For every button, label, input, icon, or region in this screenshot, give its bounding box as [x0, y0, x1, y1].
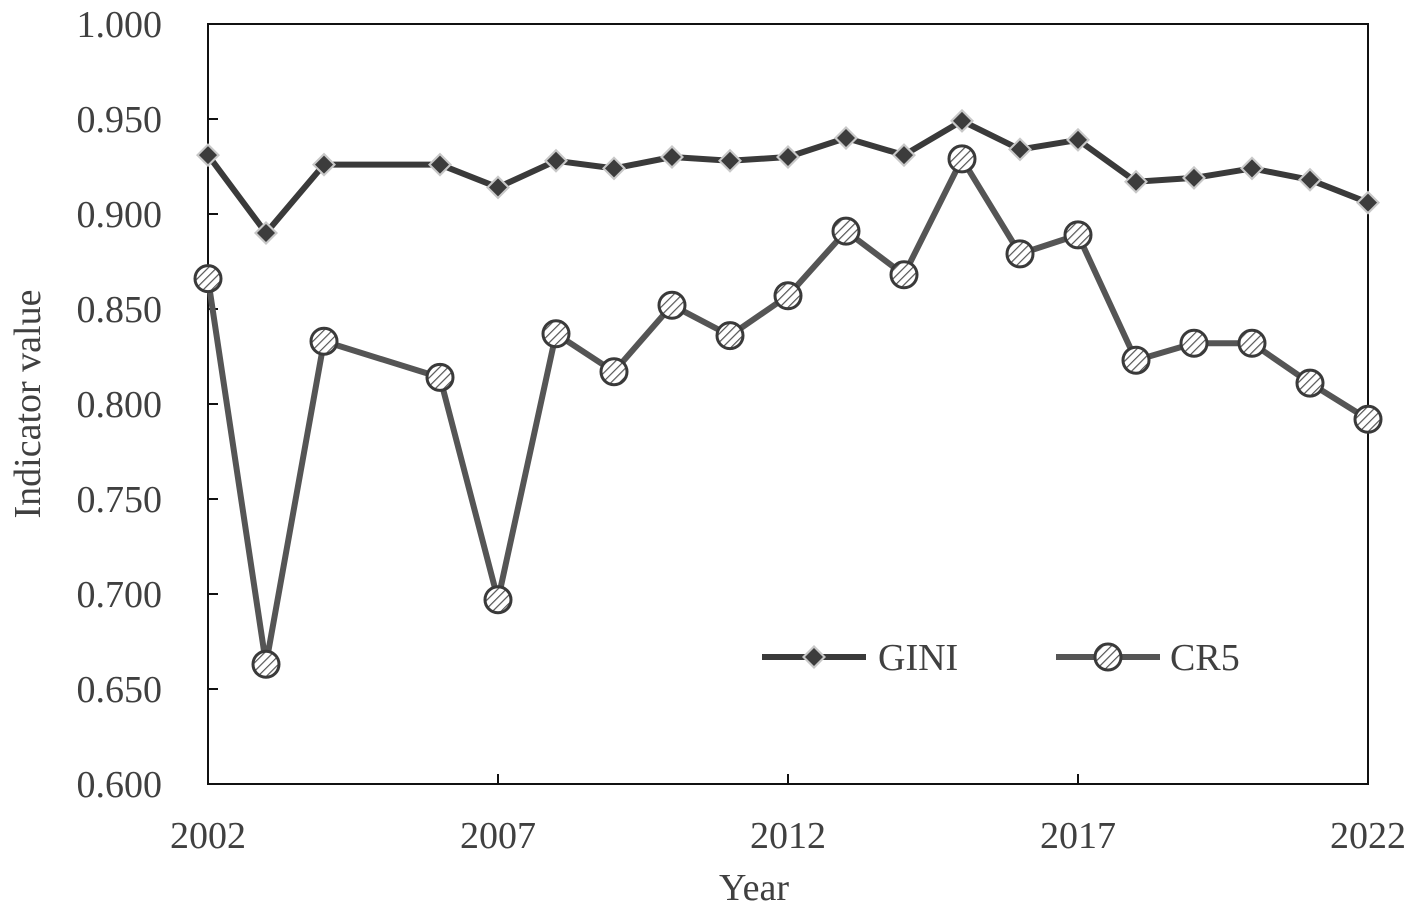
legend: GINI CR5	[762, 637, 1240, 679]
y-axis-title: Indicator value	[7, 290, 49, 519]
cr5-point	[889, 260, 919, 290]
y-tick-label: 0.700	[77, 574, 163, 616]
x-tick-label: 2012	[750, 815, 826, 857]
x-axis-title: Year	[719, 867, 789, 909]
gini-point	[428, 152, 452, 177]
cr5-point	[251, 649, 281, 679]
legend-marker-diamond	[802, 645, 826, 669]
gini-point	[544, 148, 568, 173]
gini-point	[196, 143, 220, 168]
y-tick-label: 0.950	[77, 99, 163, 141]
gini-point	[1240, 156, 1264, 181]
gini-point	[950, 108, 974, 133]
cr5-point	[309, 326, 339, 356]
y-tick-label: 0.600	[77, 764, 163, 806]
cr5-point	[599, 357, 629, 387]
cr5-point	[1063, 220, 1093, 250]
y-axis-ticks: 0.600 0.650 0.700 0.750 0.800 0.850 0.900 0.950…	[77, 4, 218, 806]
gini-point	[892, 143, 916, 168]
gini-point	[1124, 169, 1148, 194]
series-layer	[193, 108, 1383, 679]
cr5-point	[773, 281, 803, 311]
cr5-point	[715, 321, 745, 351]
gini-point	[312, 152, 336, 177]
legend-marker-circle	[1093, 642, 1123, 672]
y-tick-label: 0.800	[77, 384, 163, 426]
legend-label: CR5	[1170, 637, 1240, 679]
gini-point	[602, 156, 626, 181]
cr5-point	[483, 585, 513, 615]
gini-point	[718, 148, 742, 173]
x-axis-ticks: 2002 2007 2012 2017 2022	[170, 774, 1406, 857]
gini-point	[1008, 137, 1032, 162]
cr5-point	[1179, 328, 1209, 358]
cr5-point	[831, 216, 861, 246]
gini-point	[1356, 190, 1380, 215]
cr5-point	[425, 362, 455, 392]
gini-point	[254, 221, 278, 245]
y-tick-label: 0.850	[77, 289, 163, 331]
gini-point	[834, 126, 858, 150]
gini-point	[1298, 167, 1322, 192]
gini-point	[1066, 127, 1090, 152]
cr5-point	[193, 264, 223, 294]
gini-point	[1182, 165, 1206, 190]
series-cr5	[193, 144, 1383, 679]
x-tick-label: 2002	[170, 815, 246, 857]
gini-point	[776, 145, 800, 169]
cr5-point	[657, 290, 687, 320]
cr5-point	[1353, 404, 1383, 434]
legend-label: GINI	[878, 637, 958, 679]
y-tick-label: 0.900	[77, 194, 163, 236]
y-tick-label: 0.750	[77, 479, 163, 521]
series-gini	[196, 108, 1380, 245]
cr5-point	[947, 144, 977, 174]
x-tick-label: 2017	[1040, 815, 1116, 857]
x-tick-label: 2007	[460, 815, 536, 857]
legend-item-cr5: CR5	[1056, 637, 1240, 679]
cr5-point	[541, 319, 571, 349]
y-tick-label: 1.000	[77, 4, 163, 46]
gini-point	[660, 145, 684, 169]
x-tick-label: 2022	[1330, 815, 1406, 857]
cr5-point	[1005, 239, 1035, 269]
cr5-point	[1121, 345, 1151, 375]
gini-point	[486, 175, 510, 200]
cr5-point	[1237, 328, 1267, 358]
cr5-point	[1295, 368, 1325, 398]
legend-item-gini: GINI	[762, 637, 958, 679]
y-tick-label: 0.650	[77, 669, 163, 711]
